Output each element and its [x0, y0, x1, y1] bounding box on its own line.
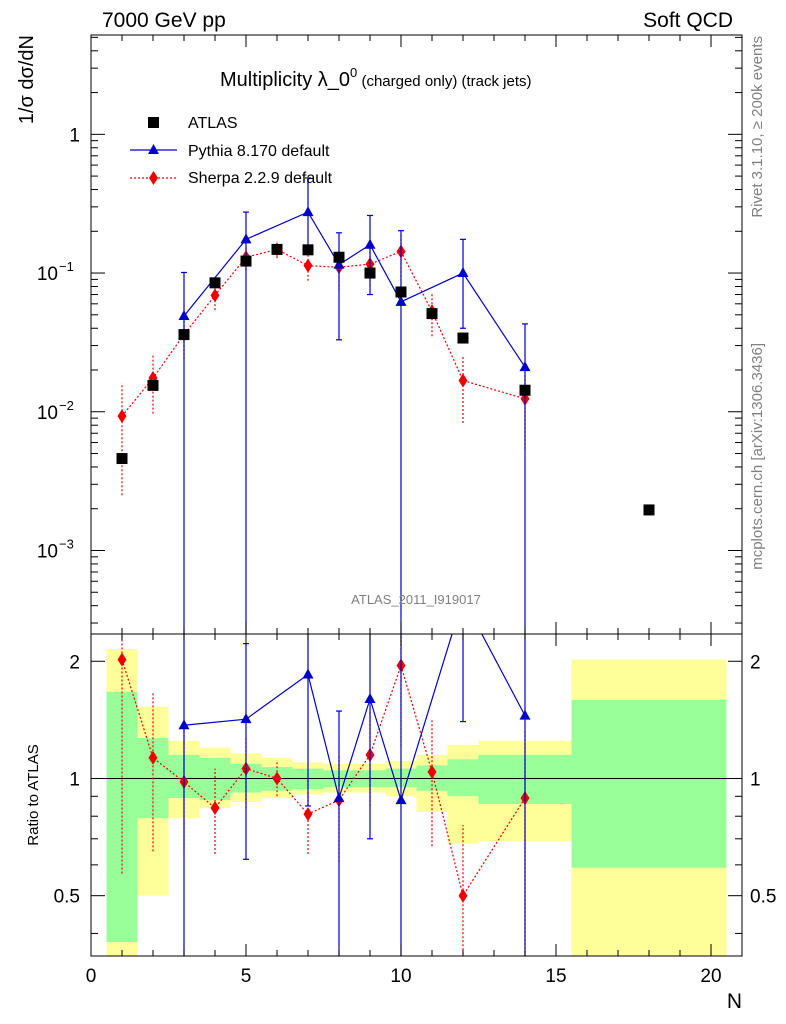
legend-label-pythia: Pythia 8.170 default — [188, 143, 330, 160]
legend-marker-atlas — [148, 117, 159, 128]
main-y-tick-exponent-1: −1 — [59, 259, 74, 274]
main-pythia-point-0 — [178, 310, 190, 321]
main-y-tick-exponent-3: −3 — [59, 536, 74, 551]
ratio-y-axis-label: Ratio to ATLAS — [25, 744, 42, 845]
ratio-sherpa-point-0 — [117, 652, 127, 667]
main-pythia-point-7 — [519, 361, 531, 372]
main-atlas-point-4 — [240, 255, 252, 267]
ratio-y-tick-label-right-1: 1 — [750, 769, 761, 790]
main-atlas-point-12 — [519, 384, 531, 396]
main-pythia-point-2 — [302, 206, 314, 217]
plot-title: Multiplicity λ_00 (charged only) (track … — [220, 65, 532, 91]
main-plot-area — [116, 177, 655, 634]
x-tick-label-10: 10 — [390, 966, 411, 987]
main-y-tick-label-0: 1 — [69, 125, 80, 146]
green-band-11 — [447, 759, 479, 797]
ratio-pythia-point-7 — [519, 709, 531, 720]
ratio-y-tick-label-left-0: 2 — [69, 652, 80, 673]
main-atlas-point-5 — [271, 243, 283, 255]
main-atlas-point-13 — [643, 504, 655, 516]
legend-entry-pythia: Pythia 8.170 default — [130, 143, 330, 160]
main-atlas-point-10 — [426, 308, 438, 320]
green-band-13 — [571, 700, 727, 868]
ratio-pythia-point-2 — [302, 668, 314, 679]
ratio-frame — [90, 633, 743, 957]
legend-label-atlas: ATLAS — [188, 115, 238, 132]
x-axis-label: N — [727, 990, 742, 1013]
legend-entry-atlas: ATLAS — [148, 115, 238, 132]
ratio-sherpa-point-6 — [303, 807, 313, 822]
ratio-sherpa-point-11 — [458, 888, 468, 903]
legend: ATLAS Pythia 8.170 default Sherpa 2.2.9 … — [130, 115, 333, 187]
ratio-y-tick-label-left-1: 1 — [69, 769, 80, 790]
ratio-pythia-line — [183, 634, 526, 803]
main-sherpa-point-0 — [117, 409, 127, 424]
header-process-label: Soft QCD — [643, 9, 733, 32]
x-tick-label-15: 15 — [545, 966, 566, 987]
ratio-y-tick-label-right-0: 2 — [750, 652, 761, 673]
ratio-pythia-point-4 — [364, 693, 376, 704]
main-sherpa-point-6 — [303, 258, 313, 273]
ratio-pythia-point-0 — [178, 719, 190, 730]
main-y-tick-label-2: 10 — [37, 403, 58, 424]
main-atlas-point-6 — [302, 244, 314, 256]
mcplots-reference-label: mcplots.cern.ch [arXiv:1306.3436] — [749, 343, 766, 570]
x-tick-label-0: 0 — [86, 966, 97, 987]
ratio-axes: 0 5 10 15 20 2 2 1 1 0.5 0.5 — [54, 634, 776, 987]
main-atlas-point-7 — [333, 251, 345, 263]
main-atlas-point-3 — [209, 277, 221, 289]
main-sherpa-point-11 — [458, 373, 468, 388]
ratio-uncertainty-bands — [106, 649, 727, 956]
main-y-axis-label: 1/σ dσ/dN — [16, 35, 38, 124]
main-axes: 110−110−210−3 — [37, 35, 743, 634]
main-pythia-line — [183, 211, 526, 368]
main-atlas-point-1 — [147, 379, 159, 391]
main-atlas-point-9 — [395, 286, 407, 298]
x-tick-label-20: 20 — [700, 966, 721, 987]
main-pythia-point-5 — [395, 295, 407, 306]
main-y-tick-exponent-2: −2 — [59, 398, 74, 413]
ratio-plot-area — [91, 634, 742, 956]
ratio-pythia-point-1 — [240, 713, 252, 724]
main-pythia-point-6 — [457, 267, 469, 278]
main-pythia-point-3 — [333, 258, 345, 269]
main-atlas-point-11 — [457, 332, 469, 344]
main-atlas-point-0 — [116, 453, 128, 465]
main-atlas-point-2 — [178, 329, 190, 341]
ratio-sherpa-point-3 — [210, 800, 220, 815]
legend-marker-pythia — [148, 144, 159, 154]
ratio-sherpa-point-10 — [427, 764, 437, 779]
main-y-tick-label-3: 10 — [37, 541, 58, 562]
ratio-y-tick-label-right-2: 0.5 — [750, 887, 776, 908]
analysis-watermark: ATLAS_2011_I919017 — [351, 592, 481, 607]
main-y-tick-label-1: 10 — [37, 264, 58, 285]
ratio-pythia-point-5 — [395, 794, 407, 805]
legend-entry-sherpa: Sherpa 2.2.9 default — [130, 170, 333, 187]
legend-label-sherpa: Sherpa 2.2.9 default — [188, 170, 333, 187]
x-tick-label-5: 5 — [241, 966, 252, 987]
ratio-pythia-point-3 — [333, 792, 345, 803]
legend-marker-sherpa — [149, 171, 158, 185]
ratio-sherpa-point-1 — [148, 750, 158, 765]
ratio-y-tick-label-left-2: 0.5 — [54, 887, 80, 908]
header-beam-label: 7000 GeV pp — [102, 9, 226, 32]
main-pythia-point-4 — [364, 238, 376, 249]
rivet-version-label: Rivet 3.1.10, ≥ 200k events — [749, 36, 766, 218]
ratio-sherpa-point-5 — [272, 771, 282, 786]
main-sherpa-point-3 — [210, 288, 220, 303]
main-atlas-point-8 — [364, 267, 376, 279]
main-pythia-point-1 — [240, 233, 252, 244]
